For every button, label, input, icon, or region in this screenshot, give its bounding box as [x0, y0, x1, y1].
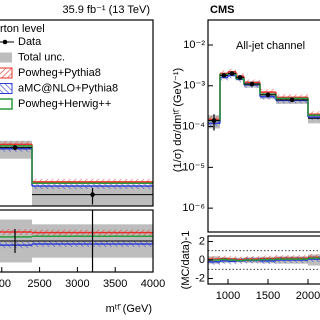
legend-marker — [0, 67, 13, 79]
y-tick-label: 10⁻⁶ — [182, 202, 205, 214]
y-tick-label: 0 — [199, 254, 205, 266]
data-point — [12, 145, 18, 150]
y-tick-label: 2 — [199, 235, 205, 247]
x-tick-label: 2500 — [27, 278, 51, 290]
x-tick-label: 000 — [0, 278, 11, 290]
legend-label: aMC@NLO+Pythia8 — [18, 82, 118, 94]
legend-label: Data — [18, 36, 42, 48]
ylabel: (MC/data)-1 — [180, 231, 192, 290]
data-point — [221, 73, 227, 78]
x-tick-label: 1500 — [256, 290, 280, 302]
legend-marker — [0, 52, 12, 63]
x-tick-label: 1000 — [216, 290, 240, 302]
data-point — [211, 118, 217, 123]
y-tick-label: 10⁻² — [183, 39, 205, 51]
legend-marker — [0, 83, 13, 94]
plot-area — [208, 68, 320, 131]
y-tick-label: 10⁻³ — [183, 80, 205, 92]
y-tick-label: 10⁻⁴ — [182, 120, 205, 132]
y-tick-label: 10⁻⁵ — [182, 161, 205, 173]
plot-frame — [0, 209, 154, 273]
x-tick-label: 2000 — [296, 290, 320, 302]
x-tick-label: 3000 — [65, 278, 89, 290]
legend-label: Total unc. — [18, 51, 65, 63]
data-point — [90, 192, 95, 197]
subtitle: 35.9 fb⁻¹ (13 TeV) — [62, 4, 150, 16]
plot-area — [0, 210, 153, 272]
legend-marker — [0, 98, 13, 110]
data-point — [237, 75, 243, 80]
title: rton level — [0, 23, 45, 35]
x-tick-label: 4000 — [141, 278, 165, 290]
annotation: All-jet channel — [236, 40, 305, 52]
data-point — [265, 92, 271, 98]
plot-area — [208, 250, 320, 270]
legend-label: Powheg+Herwig++ — [18, 98, 111, 110]
ylabel: (1/σ) dσ/dmᵗᵗ̄ (GeV⁻¹) — [172, 68, 184, 172]
x-tick-label: 3500 — [103, 278, 127, 290]
y-tick-label: -2 — [195, 272, 205, 284]
data-point — [249, 81, 255, 87]
plot-frame — [207, 19, 320, 233]
xlabel: mᵗᵗ̄ (GeV) — [106, 303, 152, 315]
plot-frame — [207, 235, 320, 285]
legend-label: Powheg+Pythia8 — [18, 67, 101, 79]
data-point — [289, 97, 295, 103]
legend-marker — [2, 39, 8, 45]
plot-frame — [0, 19, 154, 207]
title: CMS — [210, 4, 234, 16]
plot-area — [0, 140, 153, 206]
data-point — [229, 71, 235, 76]
